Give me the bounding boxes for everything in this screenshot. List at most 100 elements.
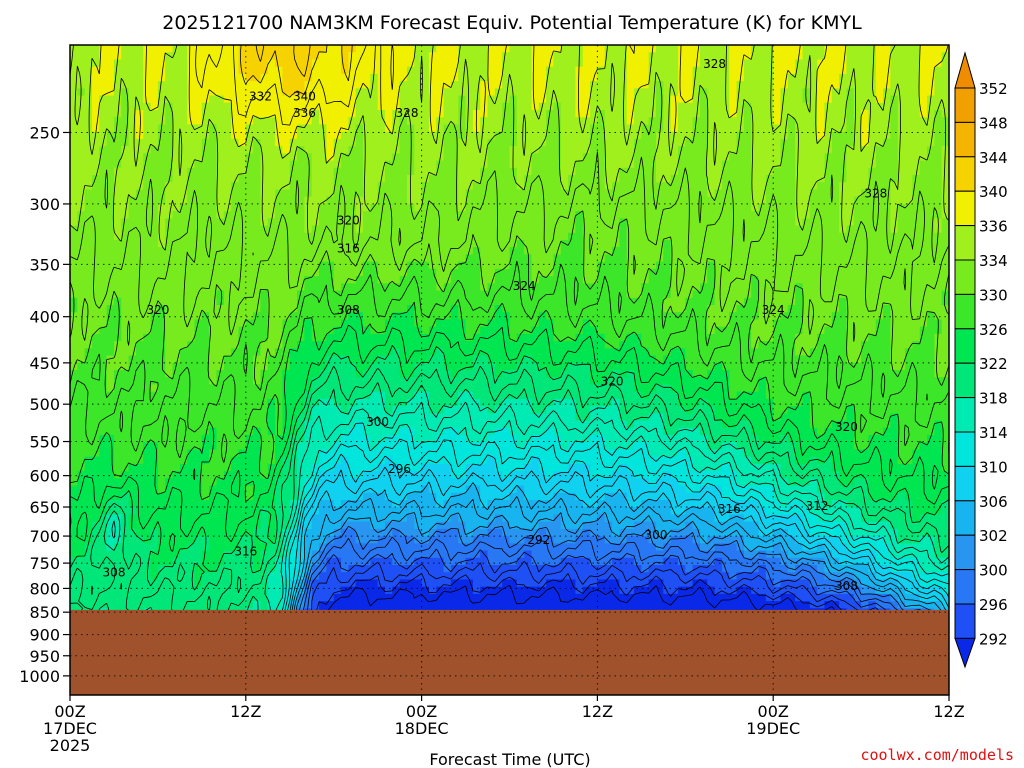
field-cell <box>729 189 738 198</box>
field-cell <box>70 319 78 328</box>
field-cell <box>275 333 284 342</box>
field-cell <box>634 254 642 263</box>
field-cell <box>890 261 899 270</box>
field-cell <box>480 66 489 75</box>
field-cell <box>677 225 686 234</box>
field-cell <box>780 290 789 299</box>
field-cell <box>670 297 679 306</box>
field-cell <box>641 175 650 183</box>
field-cell <box>143 73 152 82</box>
field-cell <box>670 45 679 53</box>
field-cell <box>128 326 137 335</box>
field-cell <box>941 333 949 342</box>
field-cell <box>384 160 393 169</box>
field-cell <box>319 189 327 198</box>
field-cell <box>553 218 562 227</box>
field-cell <box>612 333 620 342</box>
field-cell <box>641 138 650 147</box>
field-cell <box>384 341 393 349</box>
field-cell <box>941 232 949 241</box>
field-cell <box>736 247 745 256</box>
field-cell <box>692 81 701 89</box>
field-cell <box>275 160 284 169</box>
field-cell <box>289 297 298 306</box>
field-cell <box>267 290 276 299</box>
field-cell <box>736 283 745 292</box>
field-cell <box>245 254 254 263</box>
field-cell <box>509 196 518 205</box>
field-cell <box>575 240 584 248</box>
field-cell <box>707 261 716 270</box>
field-cell <box>275 73 284 82</box>
field-cell <box>699 283 708 292</box>
field-cell <box>780 189 789 198</box>
field-cell <box>341 81 349 89</box>
field-cell <box>502 333 511 342</box>
field-cell <box>582 276 591 284</box>
field-cell <box>275 110 284 118</box>
field-cell <box>538 73 547 82</box>
field-cell <box>289 160 298 169</box>
field-cell <box>84 341 93 349</box>
field-cell <box>480 240 489 248</box>
field-cell <box>223 232 232 241</box>
field-cell <box>77 45 86 53</box>
field-cell <box>172 102 181 111</box>
field-cell <box>641 290 650 299</box>
field-cell <box>641 283 650 292</box>
field-cell <box>231 254 240 263</box>
field-cell <box>883 138 891 147</box>
field-cell <box>77 276 86 284</box>
field-cell <box>824 333 833 342</box>
field-cell <box>84 117 93 126</box>
field-cell <box>758 153 767 162</box>
field-cell <box>839 305 848 313</box>
field-cell <box>560 341 569 349</box>
field-cell <box>384 95 393 104</box>
field-cell <box>729 131 738 140</box>
field-cell <box>267 95 276 104</box>
field-cell <box>428 290 437 299</box>
field-cell <box>333 319 342 328</box>
field-cell <box>187 247 196 256</box>
field-cell <box>187 167 196 176</box>
field-cell <box>795 203 804 212</box>
field-cell <box>377 189 386 198</box>
field-cell <box>861 261 870 270</box>
field-cell <box>831 95 840 104</box>
field-cell <box>99 160 108 169</box>
field-cell <box>919 261 928 270</box>
field-cell <box>582 333 591 342</box>
field-cell <box>370 153 379 162</box>
field-cell <box>787 73 796 82</box>
field-cell <box>113 268 122 277</box>
field-cell <box>121 52 130 61</box>
field-cell <box>91 326 100 335</box>
field-cell <box>604 333 613 342</box>
field-cell <box>363 196 371 205</box>
field-cell <box>326 225 335 234</box>
field-cell <box>883 254 891 263</box>
field-cell <box>553 196 562 205</box>
field-cell <box>685 312 694 321</box>
field-cell <box>861 175 870 183</box>
field-cell <box>802 312 811 321</box>
field-cell <box>245 110 254 118</box>
field-cell <box>450 240 459 248</box>
field-cell <box>773 88 782 97</box>
field-cell <box>297 268 305 277</box>
field-cell <box>509 52 518 61</box>
field-cell <box>260 59 269 68</box>
field-cell <box>743 196 752 205</box>
field-cell <box>113 247 122 256</box>
field-cell <box>128 203 137 212</box>
field-cell <box>216 305 225 313</box>
field-cell <box>333 95 342 104</box>
field-cell <box>494 276 503 284</box>
field-cell <box>590 312 598 321</box>
field-cell <box>897 312 906 321</box>
field-cell <box>421 268 430 277</box>
field-cell <box>436 254 445 263</box>
field-cell <box>663 73 672 82</box>
field-cell <box>414 81 423 89</box>
